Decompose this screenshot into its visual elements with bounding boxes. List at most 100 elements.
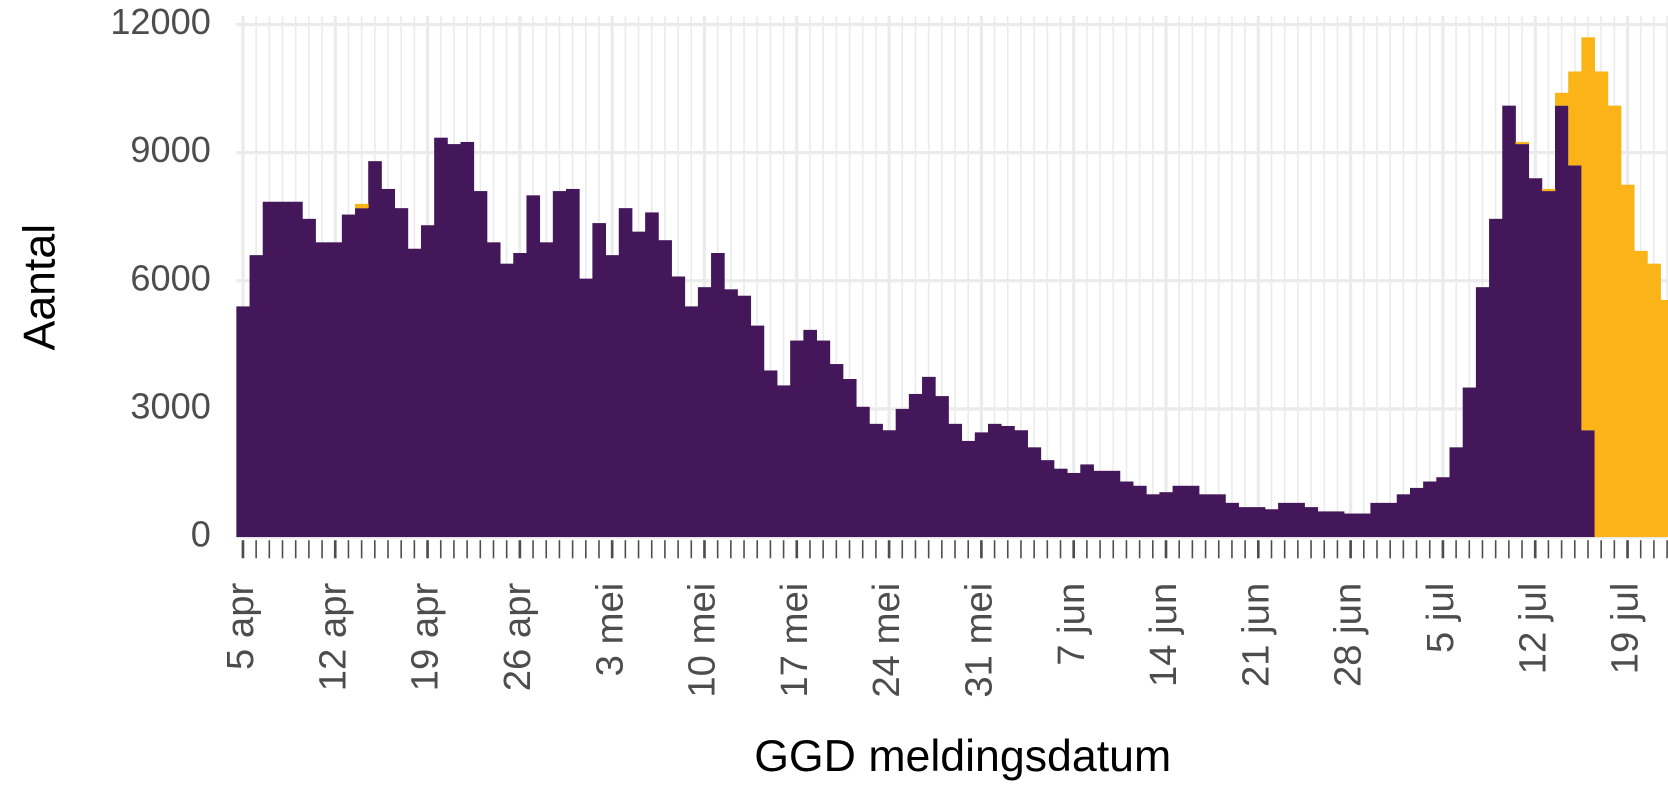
bar-segment bbox=[486, 242, 501, 538]
x-axis-title: GGD meldingsdatum bbox=[754, 732, 1171, 781]
bar-segment bbox=[948, 423, 963, 538]
bar-segment bbox=[1383, 502, 1398, 538]
bar-segment bbox=[1053, 468, 1068, 538]
bar-segment bbox=[1317, 511, 1332, 538]
x-tick-label: 19 jul bbox=[1604, 583, 1647, 674]
bar-segment bbox=[1198, 494, 1213, 538]
bar-segment bbox=[368, 161, 382, 538]
bar-segment bbox=[711, 252, 725, 538]
bar-segment bbox=[1067, 472, 1081, 538]
x-tick-label: 12 apr bbox=[311, 583, 354, 692]
y-tick-label: 6000 bbox=[130, 257, 210, 298]
bar-segment bbox=[829, 364, 844, 538]
bar-segment bbox=[1489, 218, 1503, 538]
bar-segment bbox=[1423, 481, 1437, 538]
bar-segment bbox=[302, 218, 316, 538]
bar-segment bbox=[236, 306, 250, 538]
bar-segment bbox=[1330, 511, 1345, 538]
bar-segment bbox=[1581, 37, 1595, 431]
bar-segment bbox=[1581, 430, 1595, 538]
x-tick-label: 3 mei bbox=[588, 583, 631, 677]
bar-segment bbox=[1396, 494, 1411, 538]
bar-segment bbox=[974, 432, 989, 538]
bar-segment bbox=[1449, 447, 1464, 538]
bar-segment bbox=[697, 287, 712, 538]
bar-segment bbox=[1159, 492, 1174, 538]
bar-segment bbox=[882, 430, 897, 538]
x-tick-label: 10 mei bbox=[681, 583, 724, 698]
bar-segment bbox=[1185, 485, 1200, 538]
bar-segment bbox=[355, 208, 369, 538]
bar-segment bbox=[566, 188, 580, 538]
bar-segment bbox=[1568, 71, 1582, 166]
bar-segment bbox=[1040, 460, 1055, 538]
bar-segment bbox=[1568, 165, 1582, 538]
x-tick-label: 24 mei bbox=[865, 583, 908, 698]
bar-segment bbox=[1080, 464, 1094, 538]
bar-segment bbox=[1607, 105, 1622, 538]
bar-segment bbox=[750, 325, 765, 538]
bar-segment bbox=[1528, 178, 1543, 538]
bar-segment bbox=[579, 278, 593, 538]
bar-segment bbox=[777, 385, 791, 538]
bar-segment bbox=[275, 201, 290, 538]
bar-segment bbox=[1370, 502, 1385, 538]
bar-segment bbox=[1660, 299, 1668, 538]
bar-segment bbox=[658, 240, 672, 538]
y-tick-label: 0 bbox=[191, 514, 211, 555]
bar-segment bbox=[618, 208, 633, 538]
bar-segment bbox=[1515, 141, 1530, 145]
bar-segment bbox=[1212, 494, 1226, 538]
bar-segment bbox=[856, 406, 870, 538]
bar-segment bbox=[460, 141, 475, 538]
bar-segment bbox=[671, 276, 686, 538]
bar-segment bbox=[1238, 507, 1253, 538]
x-tick-label: 12 jul bbox=[1511, 583, 1554, 674]
bar-segment bbox=[420, 225, 435, 538]
bar-segment bbox=[1620, 184, 1635, 538]
x-tick-label: 7 jun bbox=[1050, 583, 1093, 666]
x-tick-label: 5 jul bbox=[1419, 583, 1462, 653]
bar-segment bbox=[1278, 502, 1292, 538]
bar-segment bbox=[249, 255, 264, 538]
bar-segment bbox=[816, 340, 831, 538]
bar-segment bbox=[1462, 387, 1477, 538]
bar-segment bbox=[1344, 513, 1358, 538]
bar-segment bbox=[605, 255, 620, 538]
x-tick-label: 17 mei bbox=[773, 583, 816, 698]
bar-segment bbox=[500, 263, 514, 538]
x-tick-label: 21 jun bbox=[1234, 583, 1277, 687]
bar-segment bbox=[1027, 447, 1042, 538]
bar-segment bbox=[1555, 92, 1569, 106]
bar-segment bbox=[1225, 502, 1239, 538]
bar-segment bbox=[842, 378, 857, 538]
bar-segment bbox=[447, 144, 461, 538]
bar-segment bbox=[1264, 509, 1279, 538]
bar-segment bbox=[724, 289, 738, 538]
bar-segment bbox=[645, 212, 659, 538]
bar-segment bbox=[1409, 487, 1424, 538]
bar-segment bbox=[1515, 144, 1530, 538]
bar-segment bbox=[803, 329, 817, 538]
bar-segment bbox=[539, 242, 554, 538]
bar-segment bbox=[434, 137, 448, 538]
bar-segment bbox=[1541, 188, 1556, 192]
bar-segment bbox=[961, 440, 976, 538]
bar-segment bbox=[1119, 481, 1134, 538]
bar-segment bbox=[987, 423, 1002, 538]
bar-segment bbox=[1001, 425, 1015, 538]
bar-segment bbox=[869, 423, 883, 538]
bar-segment bbox=[1634, 250, 1648, 538]
bar-segment bbox=[328, 242, 343, 538]
bar-segment bbox=[552, 191, 567, 538]
bar-segment bbox=[763, 370, 778, 538]
bar-segment bbox=[289, 201, 303, 538]
bar-segment bbox=[355, 203, 369, 209]
bar-segment bbox=[1093, 470, 1108, 538]
bar-segment bbox=[513, 252, 527, 538]
bar-segment bbox=[1133, 485, 1147, 538]
bar-segment bbox=[381, 188, 396, 538]
bar-segment bbox=[908, 393, 923, 538]
bar-segment bbox=[1594, 71, 1609, 538]
